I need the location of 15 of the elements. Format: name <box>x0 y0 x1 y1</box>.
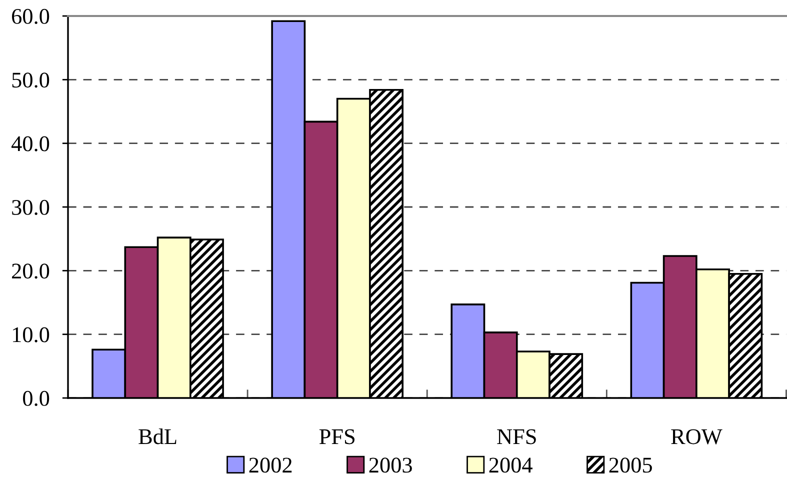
legend-label: 2003 <box>369 458 412 473</box>
y-tick-label: 0.0 <box>23 390 50 406</box>
y-tick-label: 20.0 <box>12 264 50 279</box>
y-tick-label: 60.0 <box>12 8 50 24</box>
x-tick-label: NFS <box>497 429 536 444</box>
legend-label: 2005 <box>609 458 652 473</box>
y-tick-label: 30.0 <box>12 200 50 216</box>
y-tick-label: 50.0 <box>12 72 50 88</box>
x-tick-label: ROW <box>671 429 722 444</box>
x-tick-label: BdL <box>138 428 176 444</box>
y-tick-label: 40.0 <box>11 136 50 152</box>
x-tick-label: PFS <box>319 429 354 444</box>
legend-label: 2002 <box>249 458 292 473</box>
y-tick-label: 10.0 <box>13 327 50 342</box>
legend-label: 2004 <box>489 458 532 473</box>
